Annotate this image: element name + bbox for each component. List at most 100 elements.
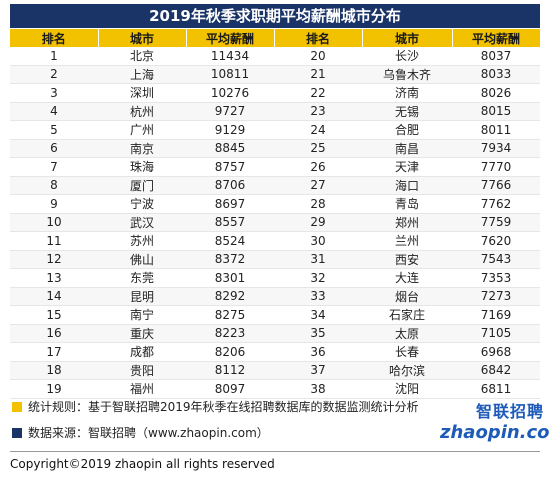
cell-salary: 10811 bbox=[186, 65, 274, 84]
cell-rank: 25 bbox=[274, 139, 362, 158]
cell-salary: 8372 bbox=[186, 250, 274, 269]
zhaopin-logo: 智联招聘 zhaopin.com bbox=[440, 398, 550, 444]
cell-salary: 6842 bbox=[452, 361, 540, 380]
table-row: 14 昆明 8292 33 烟台 7273 bbox=[10, 287, 540, 306]
cell-rank: 21 bbox=[274, 65, 362, 84]
cell-rank: 1 bbox=[10, 47, 98, 66]
cell-city: 兰州 bbox=[362, 231, 452, 251]
cell-salary: 8112 bbox=[186, 361, 274, 380]
cell-city: 上海 bbox=[98, 65, 186, 84]
note-source: 数据来源：智联招聘（www.zhaopin.com） bbox=[10, 422, 440, 444]
cell-rank: 31 bbox=[274, 250, 362, 269]
cell-city: 济南 bbox=[362, 83, 452, 103]
cell-rank: 18 bbox=[10, 361, 98, 380]
cell-city: 宁波 bbox=[98, 194, 186, 214]
header-rank: 排名 bbox=[274, 29, 363, 47]
cell-rank: 38 bbox=[274, 379, 362, 399]
cell-city: 哈尔滨 bbox=[362, 361, 452, 380]
cell-rank: 8 bbox=[10, 176, 98, 195]
cell-salary: 8033 bbox=[452, 65, 540, 84]
cell-city: 贵阳 bbox=[98, 361, 186, 380]
table-row: 5 广州 9129 24 合肥 8011 bbox=[10, 120, 540, 140]
table-header-row: 排名 城市 平均薪酬 排名 城市 平均薪酬 bbox=[10, 29, 541, 47]
cell-city: 广州 bbox=[98, 120, 186, 140]
cell-salary: 8206 bbox=[186, 342, 274, 362]
cell-rank: 32 bbox=[274, 268, 362, 288]
table-row: 17 成都 8206 36 长春 6968 bbox=[10, 342, 540, 362]
cell-city: 北京 bbox=[98, 47, 186, 66]
cell-rank: 16 bbox=[10, 324, 98, 343]
cell-rank: 2 bbox=[10, 65, 98, 84]
cell-salary: 7766 bbox=[452, 176, 540, 195]
header-salary: 平均薪酬 bbox=[452, 29, 541, 47]
salary-ranking-table: 排名 城市 平均薪酬 排名 城市 平均薪酬 1 北京 11434 20 长沙 8037 2 上… bbox=[10, 29, 541, 399]
copyright: Copyright©2019 zhaopin all rights reserv… bbox=[10, 457, 275, 471]
logo-en: zhaopin.com bbox=[440, 422, 550, 443]
cell-city: 合肥 bbox=[362, 120, 452, 140]
cell-city: 乌鲁木齐 bbox=[362, 65, 452, 84]
logo-cn: 智联招聘 bbox=[475, 402, 544, 421]
cell-city: 郑州 bbox=[362, 213, 452, 232]
cell-city: 杭州 bbox=[98, 102, 186, 121]
table-row: 9 宁波 8697 28 青岛 7762 bbox=[10, 194, 540, 214]
cell-salary: 10276 bbox=[186, 83, 274, 103]
cell-salary: 7105 bbox=[452, 324, 540, 343]
cell-salary: 8015 bbox=[452, 102, 540, 121]
cell-city: 南宁 bbox=[98, 305, 186, 325]
cell-rank: 6 bbox=[10, 139, 98, 158]
cell-rank: 33 bbox=[274, 287, 362, 306]
cell-city: 佛山 bbox=[98, 250, 186, 269]
table-row: 10 武汉 8557 29 郑州 7759 bbox=[10, 213, 540, 232]
cell-rank: 29 bbox=[274, 213, 362, 232]
page-title: 2019年秋季求职期平均薪酬城市分布 bbox=[10, 4, 540, 28]
table-row: 19 福州 8097 38 沈阳 6811 bbox=[10, 379, 540, 399]
cell-salary: 8706 bbox=[186, 176, 274, 195]
note-rule-text: 统计规则：基于智联招聘2019年秋季在线招聘数据库的数据监测统计分析 bbox=[28, 400, 419, 414]
cell-rank: 22 bbox=[274, 83, 362, 103]
cell-city: 重庆 bbox=[98, 324, 186, 343]
cell-rank: 28 bbox=[274, 194, 362, 214]
cell-salary: 8292 bbox=[186, 287, 274, 306]
cell-rank: 5 bbox=[10, 120, 98, 140]
cell-salary: 8557 bbox=[186, 213, 274, 232]
table-row: 3 深圳 10276 22 济南 8026 bbox=[10, 83, 540, 103]
cell-city: 长沙 bbox=[362, 47, 452, 66]
note-source-text: 数据来源：智联招聘（www.zhaopin.com） bbox=[28, 426, 269, 440]
cell-city: 珠海 bbox=[98, 157, 186, 177]
header-city: 城市 bbox=[98, 29, 187, 47]
cell-rank: 37 bbox=[274, 361, 362, 380]
cell-city: 天津 bbox=[362, 157, 452, 177]
cell-city: 东莞 bbox=[98, 268, 186, 288]
cell-rank: 36 bbox=[274, 342, 362, 362]
table-row: 4 杭州 9727 23 无锡 8015 bbox=[10, 102, 540, 121]
cell-salary: 8757 bbox=[186, 157, 274, 177]
cell-rank: 24 bbox=[274, 120, 362, 140]
cell-rank: 34 bbox=[274, 305, 362, 325]
cell-salary: 8037 bbox=[452, 47, 540, 66]
cell-city: 南京 bbox=[98, 139, 186, 158]
cell-city: 海口 bbox=[362, 176, 452, 195]
cell-rank: 27 bbox=[274, 176, 362, 195]
table-row: 1 北京 11434 20 长沙 8037 bbox=[10, 47, 540, 66]
cell-city: 苏州 bbox=[98, 231, 186, 251]
cell-city: 长春 bbox=[362, 342, 452, 362]
cell-salary: 11434 bbox=[186, 47, 274, 66]
divider bbox=[10, 451, 540, 452]
cell-salary: 8223 bbox=[186, 324, 274, 343]
table-row: 16 重庆 8223 35 太原 7105 bbox=[10, 324, 540, 343]
cell-rank: 23 bbox=[274, 102, 362, 121]
cell-salary: 7620 bbox=[452, 231, 540, 251]
cell-rank: 30 bbox=[274, 231, 362, 251]
cell-salary: 8026 bbox=[452, 83, 540, 103]
table-row: 8 厦门 8706 27 海口 7766 bbox=[10, 176, 540, 195]
cell-rank: 26 bbox=[274, 157, 362, 177]
cell-city: 太原 bbox=[362, 324, 452, 343]
cell-salary: 6968 bbox=[452, 342, 540, 362]
header-rank: 排名 bbox=[10, 29, 99, 47]
table-row: 2 上海 10811 21 乌鲁木齐 8033 bbox=[10, 65, 540, 84]
cell-rank: 19 bbox=[10, 379, 98, 399]
cell-rank: 12 bbox=[10, 250, 98, 269]
table-row: 13 东莞 8301 32 大连 7353 bbox=[10, 268, 540, 288]
cell-salary: 7759 bbox=[452, 213, 540, 232]
cell-city: 昆明 bbox=[98, 287, 186, 306]
